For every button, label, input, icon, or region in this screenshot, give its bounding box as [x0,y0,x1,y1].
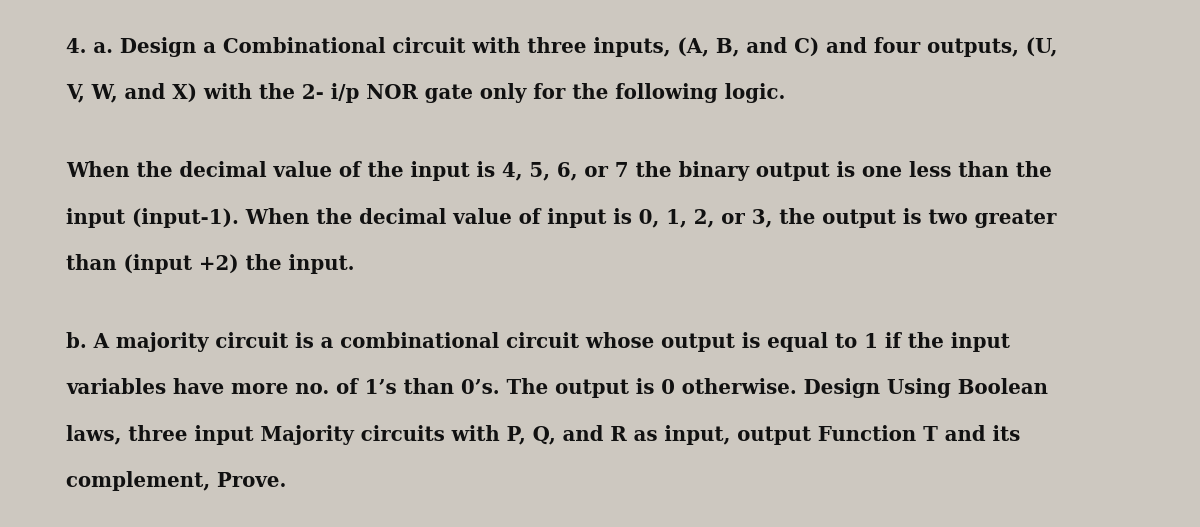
Text: laws, three input Majority circuits with P, Q, and R as input, output Function T: laws, three input Majority circuits with… [66,425,1020,445]
Text: 4. a. Design a Combinational circuit with three inputs, (A, B, and C) and four o: 4. a. Design a Combinational circuit wit… [66,37,1057,57]
Text: input (input-1). When the decimal value of input is 0, 1, 2, or 3, the output is: input (input-1). When the decimal value … [66,208,1056,228]
Text: When the decimal value of the input is 4, 5, 6, or 7 the binary output is one le: When the decimal value of the input is 4… [66,161,1052,181]
Text: V, W, and X) with the 2- i/p NOR gate only for the following logic.: V, W, and X) with the 2- i/p NOR gate on… [66,83,785,103]
Text: variables have more no. of 1’s than 0’s. The output is 0 otherwise. Design Using: variables have more no. of 1’s than 0’s.… [66,378,1048,398]
Text: b. A majority circuit is a combinational circuit whose output is equal to 1 if t: b. A majority circuit is a combinational… [66,332,1010,352]
Text: than (input +2) the input.: than (input +2) the input. [66,254,354,274]
Text: complement, Prove.: complement, Prove. [66,471,287,491]
